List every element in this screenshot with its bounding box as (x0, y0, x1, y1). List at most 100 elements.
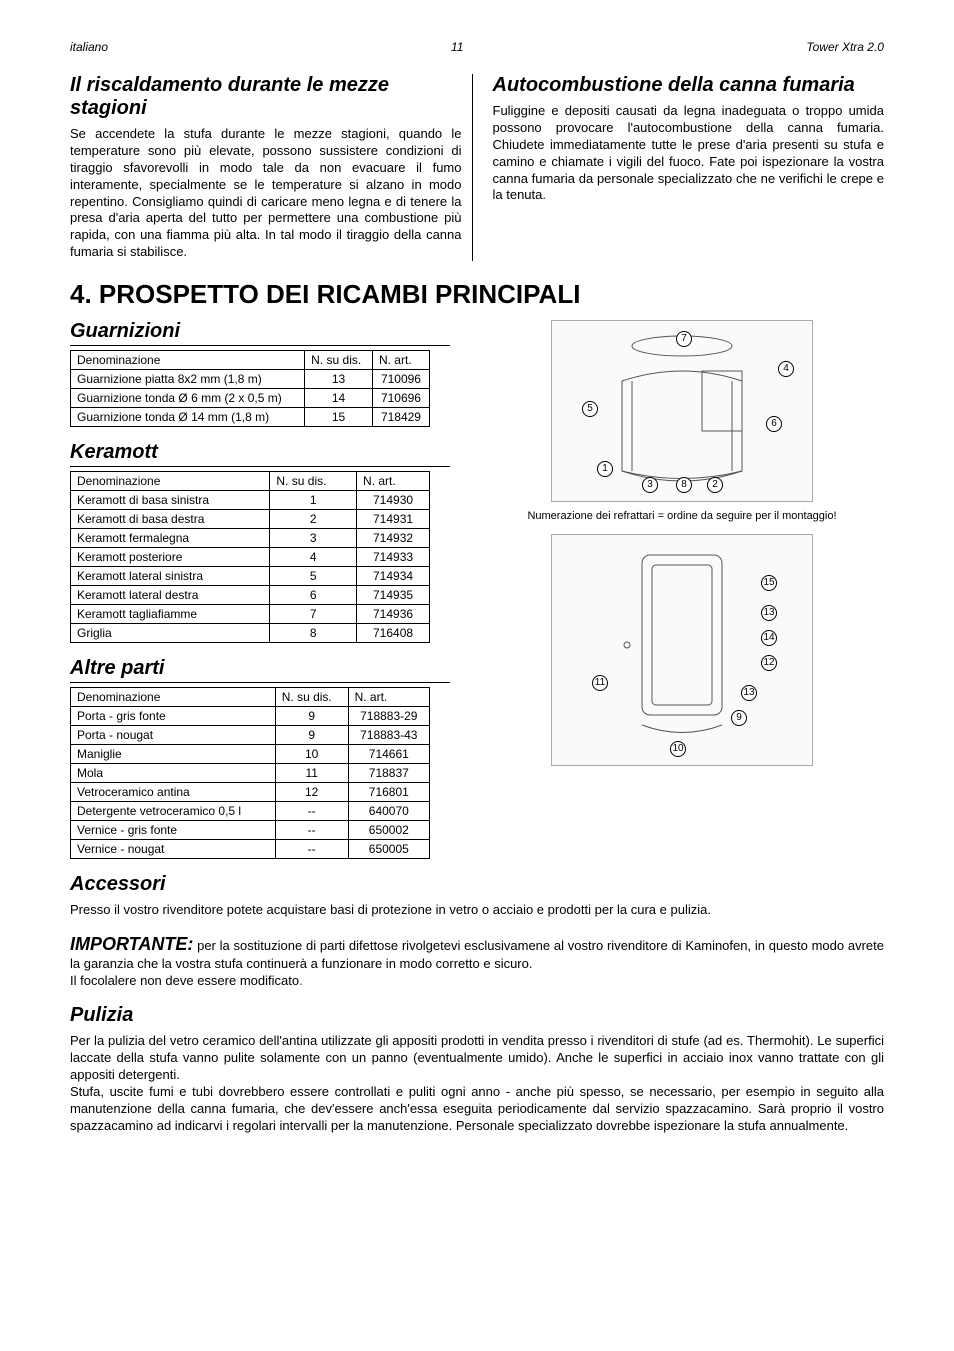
table-row: Keramott tagliafiamme7714936 (71, 605, 430, 624)
cell-dis: 12 (275, 783, 348, 802)
table-header-row: Denominazione N. su dis. N. art. (71, 688, 430, 707)
keramott-title: Keramott (70, 441, 450, 467)
cell-name: Keramott lateral sinistra (71, 567, 270, 586)
header-right: Tower Xtra 2.0 (806, 40, 884, 54)
cell-art: 714935 (357, 586, 430, 605)
callout-15: 15 (761, 575, 777, 591)
cell-dis: 6 (270, 586, 357, 605)
cell-dis: 5 (270, 567, 357, 586)
col-dis: N. su dis. (270, 472, 357, 491)
cell-art: 640070 (348, 802, 429, 821)
intro-columns: Il riscaldamento durante le mezze stagio… (70, 74, 884, 261)
cell-dis: 11 (275, 764, 348, 783)
cell-name: Porta - nougat (71, 726, 276, 745)
altre-body: Porta - gris fonte9718883-29Porta - noug… (71, 707, 430, 859)
cell-name: Keramott lateral destra (71, 586, 270, 605)
cell-art: 650005 (348, 840, 429, 859)
cell-name: Guarnizione tonda Ø 6 mm (2 x 0,5 m) (71, 389, 305, 408)
heating-title: Il riscaldamento durante le mezze stagio… (70, 74, 462, 122)
pulizia-title: Pulizia (70, 1004, 884, 1029)
chimney-body: Fuliggine e depositi causati da legna in… (493, 103, 885, 204)
callout-7: 7 (676, 331, 692, 347)
cell-name: Keramott tagliafiamme (71, 605, 270, 624)
col-art: N. art. (357, 472, 430, 491)
col-right: Autocombustione della canna fumaria Fuli… (493, 74, 885, 261)
table-row: Keramott posteriore4714933 (71, 548, 430, 567)
diagram-refractories: 7 4 5 6 1 3 8 2 (551, 320, 813, 502)
cell-name: Mola (71, 764, 276, 783)
guarnizioni-table: Denominazione N. su dis. N. art. Guarniz… (70, 350, 430, 427)
keramott-table: Denominazione N. su dis. N. art. Keramot… (70, 471, 430, 643)
table-row: Vernice - nougat--650005 (71, 840, 430, 859)
callout-1: 1 (597, 461, 613, 477)
diagrams-column: 7 4 5 6 1 3 8 2 Numerazione dei refratta… (480, 320, 884, 774)
callout-2: 2 (707, 477, 723, 493)
cell-dis: -- (275, 840, 348, 859)
cell-art: 714931 (357, 510, 430, 529)
cell-name: Keramott di basa sinistra (71, 491, 270, 510)
table-row: Griglia8716408 (71, 624, 430, 643)
cell-dis: -- (275, 802, 348, 821)
table-row: Mola11718837 (71, 764, 430, 783)
table-row: Keramott di basa sinistra1714930 (71, 491, 430, 510)
cell-art: 710696 (372, 389, 429, 408)
callout-13b: 13 (741, 685, 757, 701)
cell-art: 714936 (357, 605, 430, 624)
cell-art: 650002 (348, 821, 429, 840)
importante-body2: Il focolalere non deve essere modificato (70, 973, 299, 988)
cell-dis: 9 (275, 707, 348, 726)
callout-9: 9 (731, 710, 747, 726)
guarnizioni-body: Guarnizione piatta 8x2 mm (1,8 m)1371009… (71, 370, 430, 427)
cell-art: 716408 (357, 624, 430, 643)
guarnizioni-title: Guarnizioni (70, 320, 450, 346)
cell-name: Keramott fermalegna (71, 529, 270, 548)
cell-dis: 1 (270, 491, 357, 510)
cell-name: Guarnizione piatta 8x2 mm (1,8 m) (71, 370, 305, 389)
callout-4: 4 (778, 361, 794, 377)
col-denominazione: Denominazione (71, 351, 305, 370)
altre-title: Altre parti (70, 657, 450, 683)
callout-11: 11 (592, 675, 608, 691)
diagram1-caption: Numerazione dei refrattari = ordine da s… (480, 510, 884, 522)
cell-dis: 15 (305, 408, 373, 427)
table-row: Guarnizione tonda Ø 14 mm (1,8 m)1571842… (71, 408, 430, 427)
table-row: Guarnizione piatta 8x2 mm (1,8 m)1371009… (71, 370, 430, 389)
col-art: N. art. (348, 688, 429, 707)
col-dis: N. su dis. (305, 351, 373, 370)
cell-name: Griglia (71, 624, 270, 643)
callout-12: 12 (761, 655, 777, 671)
col-denominazione: Denominazione (71, 688, 276, 707)
cell-name: Vetroceramico antina (71, 783, 276, 802)
cell-art: 714932 (357, 529, 430, 548)
cell-art: 718883-29 (348, 707, 429, 726)
callout-8: 8 (676, 477, 692, 493)
cell-dis: 4 (270, 548, 357, 567)
cell-dis: 3 (270, 529, 357, 548)
cell-dis: 2 (270, 510, 357, 529)
importante-line2: Il focolalere non deve essere modificato… (70, 973, 884, 990)
cell-art: 718837 (348, 764, 429, 783)
parts-row: Guarnizioni Denominazione N. su dis. N. … (70, 320, 884, 859)
table-row: Keramott fermalegna3714932 (71, 529, 430, 548)
cell-dis: 10 (275, 745, 348, 764)
cell-art: 714661 (348, 745, 429, 764)
tables-column: Guarnizioni Denominazione N. su dis. N. … (70, 320, 450, 859)
table-row: Detergente vetroceramico 0,5 l--640070 (71, 802, 430, 821)
table-row: Keramott di basa destra2714931 (71, 510, 430, 529)
header-left: italiano (70, 40, 108, 54)
cell-name: Keramott posteriore (71, 548, 270, 567)
importante-block: IMPORTANTE: per la sostituzione di parti… (70, 933, 884, 973)
cell-art: 714933 (357, 548, 430, 567)
header-center: 11 (451, 40, 463, 54)
importante-body1: per la sostituzione di parti difettose r… (70, 938, 884, 971)
page: italiano 11 Tower Xtra 2.0 Il riscaldame… (0, 0, 954, 1175)
callout-5: 5 (582, 401, 598, 417)
pulizia-body2: Stufa, uscite fumi e tubi dovrebbero ess… (70, 1084, 884, 1135)
cell-art: 710096 (372, 370, 429, 389)
pulizia-body1: Per la pulizia del vetro ceramico dell'a… (70, 1033, 884, 1084)
cell-dis: 8 (270, 624, 357, 643)
cell-dis: 14 (305, 389, 373, 408)
cell-name: Vernice - gris fonte (71, 821, 276, 840)
cell-art: 716801 (348, 783, 429, 802)
table-row: Guarnizione tonda Ø 6 mm (2 x 0,5 m)1471… (71, 389, 430, 408)
